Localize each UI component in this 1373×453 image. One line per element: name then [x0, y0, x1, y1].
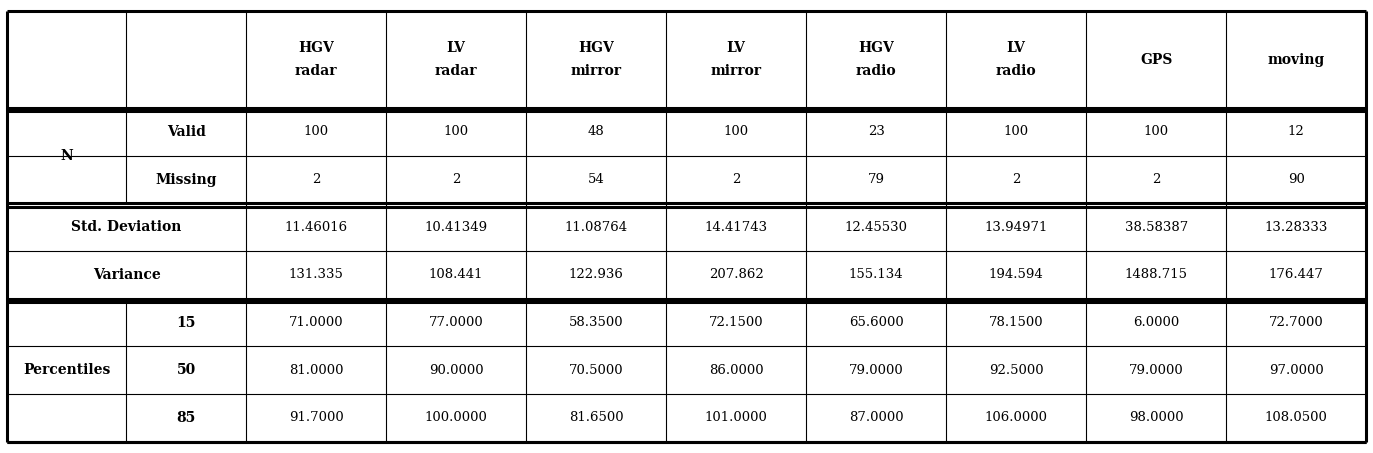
Text: 100.0000: 100.0000	[424, 411, 487, 424]
Text: 87.0000: 87.0000	[849, 411, 903, 424]
Text: 79.0000: 79.0000	[1129, 364, 1184, 377]
Text: 79.0000: 79.0000	[849, 364, 903, 377]
Text: 15: 15	[177, 316, 196, 330]
Text: 108.441: 108.441	[428, 269, 483, 281]
Text: Percentiles: Percentiles	[23, 363, 110, 377]
Text: 106.0000: 106.0000	[984, 411, 1048, 424]
Text: 6.0000: 6.0000	[1133, 316, 1179, 329]
Text: 58.3500: 58.3500	[568, 316, 623, 329]
Text: 131.335: 131.335	[288, 269, 343, 281]
Text: 100: 100	[443, 125, 468, 139]
Text: 38.58387: 38.58387	[1124, 221, 1188, 234]
Text: 2: 2	[732, 173, 740, 186]
Text: 1488.715: 1488.715	[1124, 269, 1188, 281]
Text: 81.0000: 81.0000	[288, 364, 343, 377]
Text: HGV
radar: HGV radar	[295, 41, 338, 78]
Text: 70.5000: 70.5000	[568, 364, 623, 377]
Text: 176.447: 176.447	[1269, 269, 1324, 281]
Text: 91.7000: 91.7000	[288, 411, 343, 424]
Text: 100: 100	[303, 125, 328, 139]
Text: LV
mirror: LV mirror	[711, 41, 762, 78]
Text: 2: 2	[1152, 173, 1160, 186]
Text: 14.41743: 14.41743	[704, 221, 768, 234]
Text: 2: 2	[452, 173, 460, 186]
Text: 101.0000: 101.0000	[704, 411, 768, 424]
Text: 90: 90	[1288, 173, 1304, 186]
Text: 11.46016: 11.46016	[284, 221, 347, 234]
Text: GPS: GPS	[1140, 53, 1173, 67]
Text: 108.0500: 108.0500	[1265, 411, 1328, 424]
Text: 13.94971: 13.94971	[984, 221, 1048, 234]
Text: 207.862: 207.862	[708, 269, 763, 281]
Text: HGV
radio: HGV radio	[855, 41, 897, 78]
Text: 77.0000: 77.0000	[428, 316, 483, 329]
Text: LV
radar: LV radar	[435, 41, 478, 78]
Text: Missing: Missing	[155, 173, 217, 187]
Text: 48: 48	[588, 125, 604, 139]
Text: 86.0000: 86.0000	[708, 364, 763, 377]
Text: 122.936: 122.936	[568, 269, 623, 281]
Text: LV
radio: LV radio	[995, 41, 1037, 78]
Text: moving: moving	[1267, 53, 1325, 67]
Text: Variance: Variance	[92, 268, 161, 282]
Text: 65.6000: 65.6000	[849, 316, 903, 329]
Text: 50: 50	[177, 363, 196, 377]
Text: 71.0000: 71.0000	[288, 316, 343, 329]
Text: 98.0000: 98.0000	[1129, 411, 1184, 424]
Text: 2: 2	[312, 173, 320, 186]
Text: Std. Deviation: Std. Deviation	[71, 220, 181, 234]
Text: 79: 79	[868, 173, 884, 186]
Text: 100: 100	[1004, 125, 1028, 139]
Text: 13.28333: 13.28333	[1265, 221, 1328, 234]
Text: 12: 12	[1288, 125, 1304, 139]
Text: 23: 23	[868, 125, 884, 139]
Text: 54: 54	[588, 173, 604, 186]
Text: 90.0000: 90.0000	[428, 364, 483, 377]
Text: 100: 100	[1144, 125, 1168, 139]
Text: 78.1500: 78.1500	[989, 316, 1043, 329]
Text: 10.41349: 10.41349	[424, 221, 487, 234]
Text: HGV
mirror: HGV mirror	[571, 41, 622, 78]
Text: 100: 100	[724, 125, 748, 139]
Text: 155.134: 155.134	[849, 269, 903, 281]
Text: 97.0000: 97.0000	[1269, 364, 1324, 377]
Text: 2: 2	[1012, 173, 1020, 186]
Text: 72.7000: 72.7000	[1269, 316, 1324, 329]
Text: Valid: Valid	[168, 125, 206, 139]
Text: 81.6500: 81.6500	[568, 411, 623, 424]
Text: 194.594: 194.594	[989, 269, 1043, 281]
Text: 72.1500: 72.1500	[708, 316, 763, 329]
Text: 11.08764: 11.08764	[564, 221, 627, 234]
Text: 12.45530: 12.45530	[844, 221, 908, 234]
Text: 92.5000: 92.5000	[989, 364, 1043, 377]
Text: 85: 85	[177, 411, 196, 425]
Text: N: N	[60, 149, 73, 163]
